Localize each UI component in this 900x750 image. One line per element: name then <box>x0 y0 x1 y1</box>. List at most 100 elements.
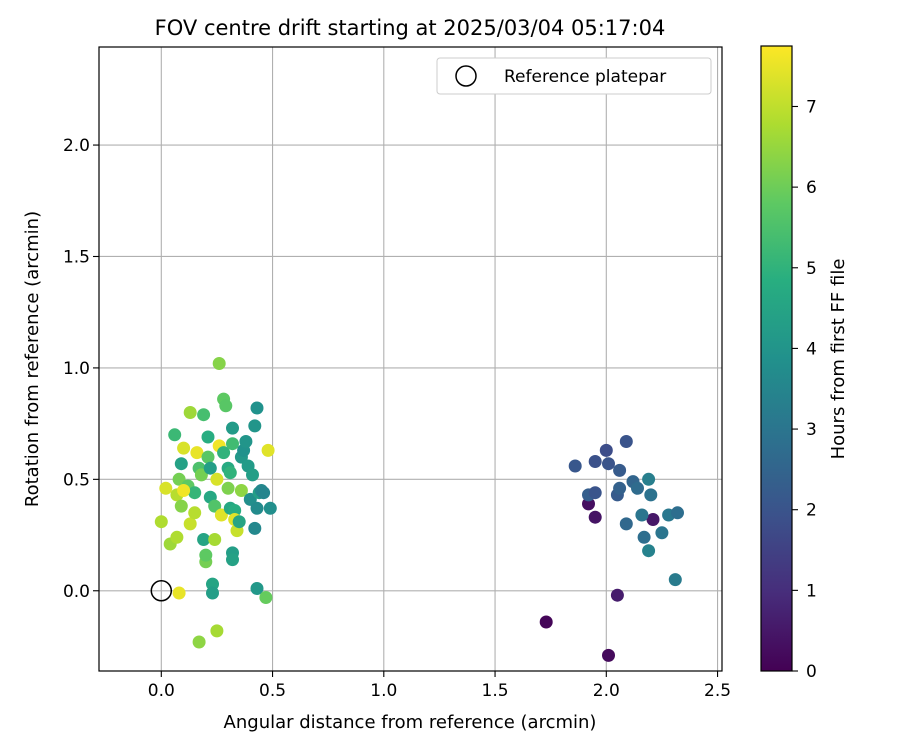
y-tick-label: 1.5 <box>63 247 90 267</box>
scatter-point <box>210 624 224 638</box>
scatter-point <box>210 472 224 486</box>
colorbar-tick-label: 1 <box>806 581 817 601</box>
scatter-point <box>177 484 191 497</box>
grid <box>99 47 722 671</box>
chart-title: FOV centre drift starting at 2025/03/04 … <box>155 16 666 40</box>
scatter-point <box>201 450 215 464</box>
y-axis-label: Rotation from reference (arcmin) <box>22 211 43 507</box>
y-tick-label: 2.0 <box>63 136 90 156</box>
scatter-point <box>177 441 191 455</box>
scatter-point <box>197 408 211 422</box>
legend-entry-label: Reference platepar <box>504 67 666 87</box>
scatter-point <box>192 635 206 649</box>
scatter-point <box>206 586 219 600</box>
colorbar: 0 1 2 3 4 5 6 7 Hours from first FF file <box>760 45 849 682</box>
colorbar-tick-label: 7 <box>806 97 817 117</box>
scatter-point <box>239 435 253 448</box>
scatter-point <box>668 573 682 587</box>
x-axis-label: Angular distance from reference (arcmin) <box>224 712 597 733</box>
scatter-point <box>226 553 239 567</box>
scatter-point <box>619 517 633 531</box>
y-tick-label: 0.5 <box>63 470 90 490</box>
colorbar-tick-label: 4 <box>806 339 817 359</box>
scatter-point <box>635 508 649 522</box>
scatter-point <box>172 472 186 486</box>
scatter-point <box>637 530 651 544</box>
scatter-point <box>228 504 242 517</box>
y-tick-label: 1.0 <box>63 359 90 379</box>
x-tick-label: 1.5 <box>482 681 509 701</box>
scatter-point <box>183 517 197 531</box>
x-tick-label: 1.0 <box>370 681 397 701</box>
x-tick-label: 2.5 <box>704 681 731 701</box>
scatter-point <box>671 506 684 520</box>
scatter-point <box>172 586 186 600</box>
scatter-point <box>250 401 264 415</box>
colorbar-tick-label: 6 <box>806 178 817 198</box>
plot-points <box>154 357 684 662</box>
scatter-point <box>243 492 257 506</box>
scatter-point <box>183 406 197 419</box>
scatter-point <box>613 481 627 495</box>
scatter-point <box>588 510 602 524</box>
scatter-point <box>631 481 644 495</box>
scatter-point <box>582 497 595 511</box>
scatter-point <box>248 419 262 433</box>
scatter-point <box>602 648 615 662</box>
scatter-point <box>613 463 627 477</box>
scatter-point <box>219 399 233 413</box>
x-tick-label: 0.5 <box>259 681 286 701</box>
scatter-point <box>610 588 624 602</box>
scatter-point <box>642 544 656 558</box>
colorbar-tick-label: 5 <box>806 259 817 279</box>
scatter-point <box>188 506 202 520</box>
colorbar-ticks: 0 1 2 3 4 5 6 7 <box>792 97 817 682</box>
x-tick-label: 0.0 <box>148 681 175 701</box>
scatter-point <box>619 435 633 448</box>
plot-area-frame <box>98 46 723 672</box>
x-tick-label: 2.0 <box>593 681 620 701</box>
scatter-point <box>203 461 217 475</box>
colorbar-gradient <box>760 45 793 672</box>
scatter-point <box>217 446 231 460</box>
colorbar-tick-label: 3 <box>806 420 817 440</box>
scatter-point <box>246 468 259 482</box>
scatter-point <box>248 521 262 535</box>
scatter-point <box>221 481 235 495</box>
scatter-point <box>194 468 208 482</box>
scatter-point <box>588 486 602 500</box>
scatter-point <box>261 443 275 457</box>
colorbar-tick-label: 0 <box>806 662 817 682</box>
scatter-point <box>154 515 168 529</box>
legend-open-circle-icon <box>455 65 477 87</box>
scatter-point <box>602 457 615 471</box>
scatter-point <box>259 591 273 604</box>
scatter-point <box>644 488 658 502</box>
scatter-point <box>250 501 264 515</box>
legend-box <box>436 57 712 95</box>
scatter-point <box>599 443 613 457</box>
scatter-point <box>234 484 248 497</box>
scatter-point <box>226 421 239 435</box>
scatter-point <box>212 357 226 370</box>
scatter-point <box>588 455 602 468</box>
scatter-point <box>188 486 202 500</box>
reference-point-marker <box>150 580 173 602</box>
scatter-point <box>646 513 660 526</box>
scatter-point <box>223 466 237 480</box>
y-tick-label: 0.0 <box>63 582 90 602</box>
scatter-point <box>214 508 228 522</box>
scatter-point <box>174 499 188 513</box>
scatter-point <box>263 501 277 515</box>
scatter-point <box>174 457 188 471</box>
scatter-point <box>201 430 215 444</box>
scatter-point <box>539 615 553 629</box>
scatter-point <box>250 582 264 595</box>
scatter-point <box>170 530 184 544</box>
scatter-point <box>190 446 204 460</box>
scatter-point <box>168 428 182 442</box>
y-axis-ticks: 0.0 0.5 1.0 1.5 2.0 <box>63 136 99 602</box>
scatter-point <box>568 459 582 473</box>
scatter-point <box>206 577 219 591</box>
